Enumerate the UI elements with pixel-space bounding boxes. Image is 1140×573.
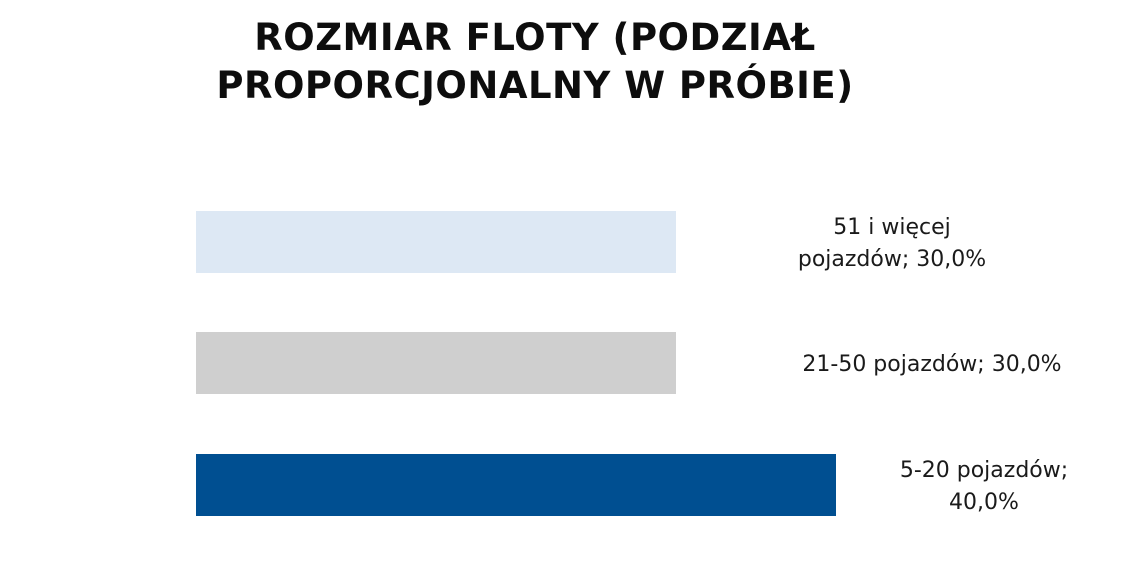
bar-1: [196, 211, 676, 273]
data-label-1-line-2: pojazdów; 30,0%: [798, 247, 986, 272]
chart-title: ROZMIAR FLOTY (PODZIAŁ PROPORCJONALNY W …: [150, 14, 920, 110]
data-label-2-line-1: 21-50 pojazdów; 30,0%: [802, 352, 1061, 377]
bar-2: [196, 332, 676, 394]
chart-title-line-1: ROZMIAR FLOTY (PODZIAŁ: [254, 16, 816, 59]
bar-3: [196, 454, 836, 516]
data-label-2: 21-50 pojazdów; 30,0%: [802, 352, 1061, 377]
data-label-3-line-2: 40,0%: [949, 490, 1019, 515]
data-label-3-line-1: 5-20 pojazdów;: [900, 458, 1068, 483]
chart-title-line-2: PROPORCJONALNY W PRÓBIE): [216, 64, 854, 107]
data-label-1: 51 i więcej pojazdów; 30,0%: [798, 215, 986, 272]
data-label-1-line-1: 51 i więcej: [833, 215, 950, 240]
data-label-3: 5-20 pojazdów; 40,0%: [900, 458, 1068, 515]
